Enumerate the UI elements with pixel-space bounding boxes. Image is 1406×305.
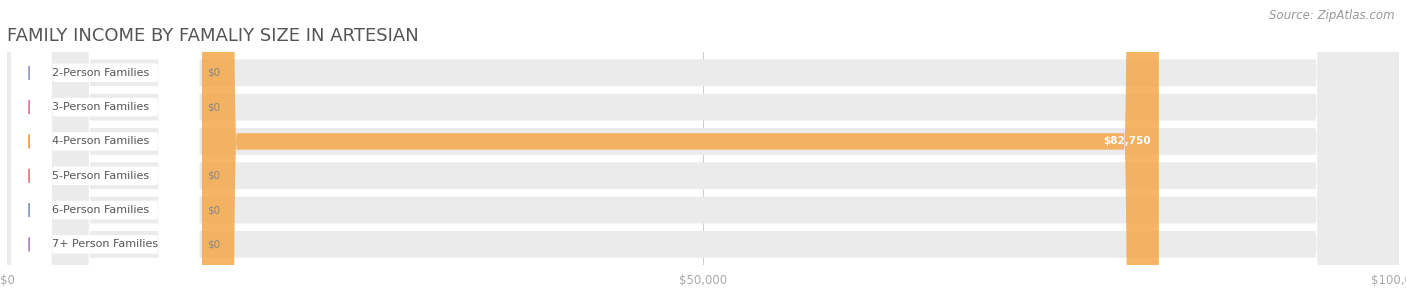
- FancyBboxPatch shape: [11, 0, 200, 305]
- Text: FAMILY INCOME BY FAMALIY SIZE IN ARTESIAN: FAMILY INCOME BY FAMALIY SIZE IN ARTESIA…: [7, 27, 419, 45]
- Text: $82,750: $82,750: [1102, 136, 1150, 146]
- Text: $0: $0: [208, 102, 221, 112]
- Text: 7+ Person Families: 7+ Person Families: [52, 239, 157, 249]
- FancyBboxPatch shape: [202, 0, 1159, 305]
- Text: 2-Person Families: 2-Person Families: [52, 68, 149, 78]
- FancyBboxPatch shape: [11, 0, 200, 305]
- Text: 5-Person Families: 5-Person Families: [52, 171, 149, 181]
- FancyBboxPatch shape: [7, 0, 1399, 305]
- FancyBboxPatch shape: [11, 0, 200, 305]
- Text: 6-Person Families: 6-Person Families: [52, 205, 149, 215]
- FancyBboxPatch shape: [7, 0, 1399, 305]
- FancyBboxPatch shape: [11, 0, 200, 305]
- Text: $0: $0: [208, 205, 221, 215]
- FancyBboxPatch shape: [7, 0, 1399, 305]
- Text: 3-Person Families: 3-Person Families: [52, 102, 149, 112]
- FancyBboxPatch shape: [7, 0, 1399, 305]
- Text: Source: ZipAtlas.com: Source: ZipAtlas.com: [1270, 9, 1395, 22]
- FancyBboxPatch shape: [11, 0, 200, 305]
- Text: $0: $0: [208, 171, 221, 181]
- FancyBboxPatch shape: [7, 0, 1399, 305]
- Text: $0: $0: [208, 68, 221, 78]
- FancyBboxPatch shape: [11, 0, 200, 305]
- Text: $0: $0: [208, 239, 221, 249]
- Text: 4-Person Families: 4-Person Families: [52, 136, 149, 146]
- FancyBboxPatch shape: [7, 0, 1399, 305]
